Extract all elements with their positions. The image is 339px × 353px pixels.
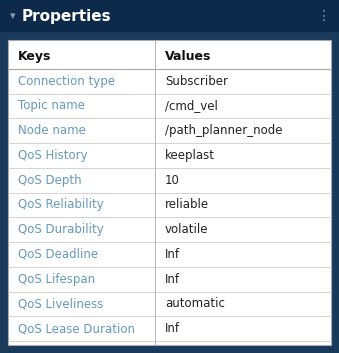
Text: QoS History: QoS History [18,149,87,162]
Text: ▾: ▾ [10,11,16,21]
Bar [8,40,331,345]
Text: Values: Values [165,50,211,63]
Text: Inf: Inf [165,322,180,335]
Text: QoS Lease Duration: QoS Lease Duration [18,322,135,335]
Text: QoS Reliability: QoS Reliability [18,198,104,211]
Text: volatile: volatile [165,223,208,236]
Text: /path_planner_node: /path_planner_node [165,124,282,137]
Text: QoS Depth: QoS Depth [18,174,82,187]
Text: QoS Liveliness: QoS Liveliness [18,297,103,310]
Text: Node name: Node name [18,124,86,137]
Text: /cmd_vel: /cmd_vel [165,100,218,112]
Text: Properties: Properties [22,8,112,24]
Text: QoS Lifespan: QoS Lifespan [18,273,95,286]
Text: QoS Deadline: QoS Deadline [18,248,98,261]
Text: reliable: reliable [165,198,209,211]
Text: QoS Durability: QoS Durability [18,223,104,236]
Text: automatic: automatic [165,297,225,310]
Text: Keys: Keys [18,50,52,63]
Text: 10: 10 [165,174,180,187]
Text: keeplast: keeplast [165,149,215,162]
Text: Subscriber: Subscriber [165,74,228,88]
Bar [0,0,339,32]
Text: Connection type: Connection type [18,74,115,88]
Text: Inf: Inf [165,273,180,286]
Text: ⋮: ⋮ [317,9,331,23]
Text: Topic name: Topic name [18,100,85,112]
Text: Inf: Inf [165,248,180,261]
